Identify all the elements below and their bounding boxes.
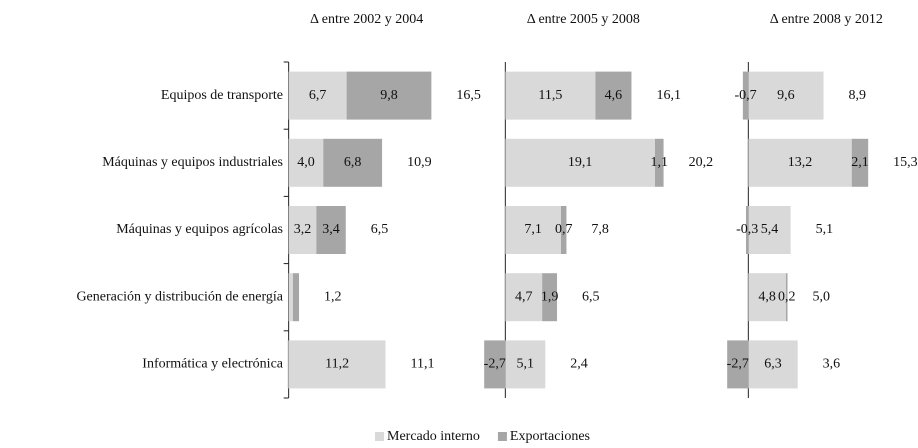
value-label: 5,4	[761, 222, 779, 237]
bar-segment	[288, 340, 386, 389]
bar-segment	[748, 340, 798, 389]
total-label: 11,1	[411, 357, 435, 372]
category-label: Generación y distribución de energía	[76, 289, 283, 304]
legend-swatch	[375, 432, 384, 441]
bar-segment	[748, 273, 786, 322]
value-label: 9,6	[777, 88, 795, 103]
value-label: 5,1	[517, 357, 535, 372]
value-label: -0,7	[735, 88, 757, 103]
total-label: 15,3	[893, 155, 918, 170]
value-label: 0,2	[778, 289, 796, 304]
total-label: 6,5	[371, 222, 389, 237]
bar-segment	[727, 340, 749, 389]
value-label: 2,1	[851, 155, 869, 170]
value-label: 1,9	[541, 289, 559, 304]
bar-segment	[560, 206, 567, 254]
value-label: 4,8	[758, 289, 776, 304]
total-label: 20,2	[689, 155, 714, 170]
value-label: 11,2	[325, 357, 349, 372]
bar-segment	[346, 71, 432, 120]
bar-segment	[748, 71, 824, 120]
value-label: 4,0	[297, 155, 315, 170]
bar-segment	[654, 138, 664, 187]
panel-title: Δ entre 2002 y 2004	[310, 12, 423, 27]
bar-segment	[748, 138, 852, 187]
total-label: 16,1	[656, 88, 681, 103]
legend-label: Mercado interno	[387, 429, 480, 444]
total-label: 8,9	[849, 88, 867, 103]
total-label: 7,8	[591, 222, 609, 237]
value-label: 4,6	[605, 88, 623, 103]
bar-segment	[505, 273, 543, 322]
bar-segment	[288, 71, 347, 120]
bar-segment	[595, 71, 632, 120]
bar-segment	[288, 273, 293, 322]
category-label: Máquinas y equipos industriales	[102, 155, 283, 170]
total-label: 5,1	[816, 222, 834, 237]
value-label: 7,1	[524, 222, 542, 237]
value-label: 4,7	[515, 289, 533, 304]
value-label: 6,8	[344, 155, 362, 170]
legend-swatch	[497, 432, 507, 441]
bar-segment	[316, 206, 346, 254]
total-label: 16,5	[456, 88, 481, 103]
value-label: -2,7	[484, 357, 506, 372]
bar-segment	[288, 138, 324, 187]
value-label: 0,7	[555, 222, 573, 237]
value-label: 19,1	[568, 155, 593, 170]
value-label: -2,7	[727, 357, 749, 372]
value-label: 1,1	[651, 155, 669, 170]
bar-segment	[748, 206, 791, 254]
bar-segment	[785, 273, 788, 322]
total-label: 10,9	[407, 155, 432, 170]
bar-segment	[851, 138, 869, 187]
value-label: 6,3	[764, 357, 782, 372]
value-label: 11,5	[538, 88, 562, 103]
bar-segment	[745, 206, 749, 254]
total-label: 2,4	[570, 357, 588, 372]
bar-segment	[292, 273, 300, 322]
bar-segment	[505, 340, 546, 389]
category-label: Informática y electrónica	[142, 357, 283, 372]
bar-segment	[288, 206, 317, 254]
value-label: 13,2	[788, 155, 813, 170]
category-label: Máquinas y equipos agrícolas	[116, 222, 283, 237]
bar-segment	[505, 138, 655, 187]
panel-title: Δ entre 2008 y 2012	[770, 12, 883, 27]
total-label: 6,5	[582, 289, 600, 304]
bar-segment	[505, 206, 561, 254]
panel-title: Δ entre 2005 y 2008	[527, 12, 640, 27]
value-label: 9,8	[380, 88, 398, 103]
value-label: -0,3	[736, 222, 758, 237]
value-label: 3,4	[322, 222, 340, 237]
bar-segment	[542, 273, 558, 322]
bar-segment	[505, 71, 596, 120]
bar-segment	[484, 340, 506, 389]
total-label: 1,2	[324, 289, 342, 304]
legend-label: Exportaciones	[510, 429, 590, 444]
bar-segment	[287, 340, 289, 389]
value-label: 6,7	[309, 88, 327, 103]
bar-segment	[323, 138, 383, 187]
bar-segment	[742, 71, 749, 120]
value-label: 3,2	[294, 222, 312, 237]
category-label: Equipos de transporte	[161, 88, 283, 103]
total-label: 3,6	[823, 357, 841, 372]
total-label: 5,0	[813, 289, 831, 304]
